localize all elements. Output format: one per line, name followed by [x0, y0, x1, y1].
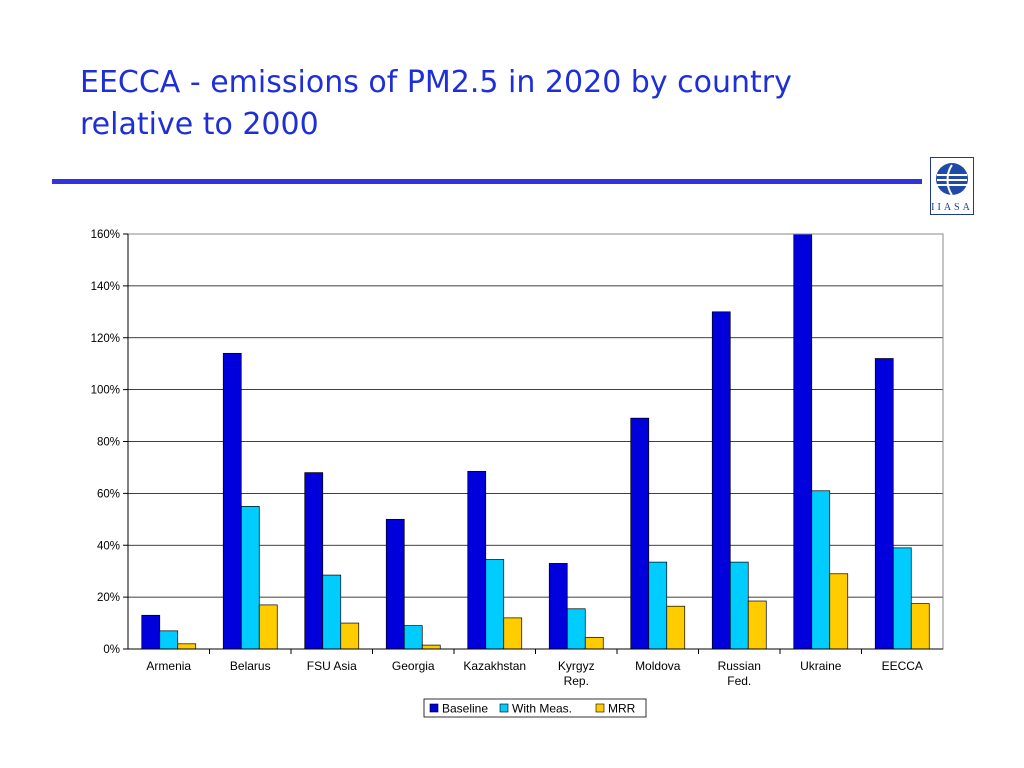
bar — [421, 644, 441, 650]
bar — [566, 608, 586, 650]
bar — [385, 518, 405, 650]
bar — [159, 630, 179, 650]
bar — [711, 311, 731, 650]
x-tick-label: Ukraine — [800, 659, 842, 673]
legend-swatch — [499, 703, 509, 713]
bar — [503, 617, 523, 650]
bar — [892, 547, 912, 650]
bar — [548, 563, 568, 650]
bar — [177, 643, 197, 650]
bar — [322, 574, 342, 650]
legend-label: MRR — [608, 702, 636, 716]
bar — [910, 603, 930, 650]
bar — [648, 561, 668, 650]
bar — [141, 614, 161, 650]
bar — [747, 600, 767, 650]
bar — [340, 622, 360, 650]
x-tick-label: FSU Asia — [307, 659, 357, 673]
y-tick-label: 40% — [97, 540, 120, 552]
bar — [258, 604, 278, 650]
x-tick-label: Kazakhstan — [463, 659, 526, 673]
bar-series — [141, 233, 930, 650]
bar — [630, 417, 650, 650]
bar — [729, 561, 749, 650]
title-underline — [52, 179, 922, 184]
legend-swatch — [429, 703, 439, 713]
y-axis-ticks: 0% 20% 40% 60% 80% 100% 120% 140% 160% — [91, 229, 128, 656]
bar — [811, 490, 831, 650]
iiasa-logo: IIASA — [930, 157, 974, 215]
x-tick-label: Belarus — [230, 659, 271, 673]
logo-wordmark: IIASA — [931, 202, 973, 213]
y-tick-label: 0% — [103, 644, 120, 656]
y-tick-label: 120% — [91, 333, 120, 345]
legend-box — [423, 698, 647, 718]
bar — [793, 233, 813, 650]
bar — [874, 358, 894, 650]
y-tick-label: 20% — [97, 592, 120, 604]
slide-title-line-2: relative to 2000 — [80, 107, 319, 142]
bar — [240, 505, 260, 650]
legend: Baseline With Meas. MRR — [423, 698, 647, 718]
slide-title-line-1: EECCA - emissions of PM2.5 in 2020 by co… — [80, 65, 792, 100]
x-tick-label: Armenia — [146, 659, 191, 673]
y-tick-label: 140% — [91, 281, 120, 293]
bar — [829, 573, 849, 650]
bar — [304, 472, 324, 650]
bar — [403, 625, 423, 650]
bar — [584, 636, 604, 650]
x-tick-label: EECCA — [882, 659, 923, 673]
y-tick-label: 100% — [91, 385, 120, 397]
legend-label: Baseline — [442, 702, 488, 716]
x-tick-label: Fed. — [727, 674, 751, 688]
x-tick-label: Russian — [718, 659, 761, 673]
y-tick-label: 160% — [91, 229, 120, 241]
y-tick-label: 60% — [97, 488, 120, 500]
x-tick-label: Moldova — [635, 659, 681, 673]
x-axis-labels: Armenia Belarus FSU Asia Georgia Kazakhstan K… — [146, 659, 923, 688]
bar — [222, 352, 242, 650]
legend-label: With Meas. — [512, 702, 572, 716]
bar — [666, 605, 686, 650]
x-tick-label: Rep. — [564, 674, 589, 688]
bar — [485, 559, 505, 650]
x-tick-label: Kyrgyz — [558, 659, 595, 673]
legend-swatch — [595, 703, 605, 713]
bar — [467, 470, 487, 650]
y-tick-label: 80% — [97, 437, 120, 449]
x-tick-label: Georgia — [392, 659, 435, 673]
slide-title: EECCA - emissions of PM2.5 in 2020 by co… — [80, 62, 920, 146]
